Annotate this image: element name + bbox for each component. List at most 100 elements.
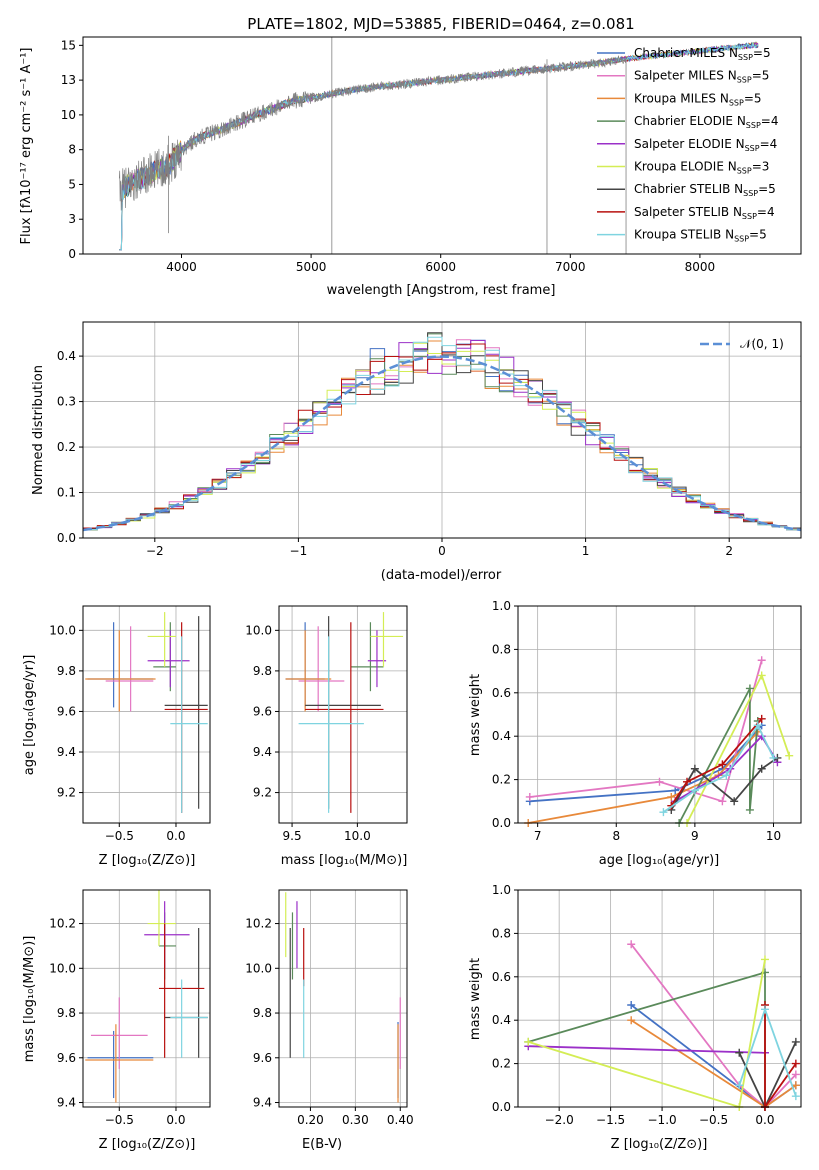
y-tick-label: 0.8: [492, 926, 511, 940]
y-tick-label: 9.4: [253, 745, 272, 759]
massweight-marker: [791, 1059, 800, 1068]
massweight-marker: [690, 764, 699, 773]
legend-entry: Kroupa ELODIE NSSP=3: [634, 160, 769, 176]
massweight-vs-metallicity-panel: −2.0 −1.5 −1.0 −0.5 0.0 0.0 0.2 0.4 0.6 0.8 1.0: [492, 883, 802, 1127]
y-tick-label: 9.2: [253, 786, 272, 800]
massweight-marker: [791, 1081, 800, 1090]
x-tick-label: 0.20: [297, 1113, 324, 1127]
y-tick-label: 9.8: [253, 664, 272, 678]
massweight-marker: [730, 797, 739, 806]
spectrum-panel: 4000 5000 6000 7000 8000 0 3 5 8 10 13 15 Chabrier M…: [61, 36, 802, 274]
massweight-marker: [524, 1037, 533, 1046]
massweight-marker: [722, 771, 731, 780]
massE-xlabel: E(B-V): [302, 1137, 342, 1152]
massweight-marker: [627, 1001, 636, 1010]
y-tick-label: 9.6: [57, 1051, 76, 1065]
y-tick-label: 10.0: [245, 961, 272, 975]
y-tick-label: 15: [61, 38, 76, 52]
massweight-marker: [683, 777, 692, 786]
y-tick-label: 0.1: [57, 486, 76, 500]
y-tick-label: 10.0: [49, 961, 76, 975]
massweight-marker: [757, 671, 766, 680]
x-tick-label: −2: [146, 544, 164, 558]
x-tick-label: −0.5: [105, 829, 134, 843]
axes-frame: [82, 889, 211, 1108]
y-tick-label: 10: [61, 108, 76, 122]
massweight-marker: [659, 808, 668, 817]
x-tick-label: 9.5: [283, 829, 302, 843]
legend-entry: Kroupa MILES NSSP=5: [634, 91, 762, 107]
y-tick-label: 0.4: [57, 349, 76, 363]
axes-frame: [278, 605, 408, 824]
massweight-marker: [735, 1048, 744, 1057]
legend-entry: Chabrier MILES NSSP=5: [634, 46, 771, 62]
x-tick-label: 6000: [425, 260, 456, 274]
spectrum-xlabel: wavelength [Angstrom, rest frame]: [327, 283, 556, 298]
histogram-xlabel: (data-model)/error: [381, 568, 502, 583]
ageZ-xlabel: Z [log₁₀(Z/Z⊙)]: [99, 853, 196, 868]
x-tick-label: 0.0: [166, 829, 185, 843]
y-tick-label: 1.0: [492, 883, 511, 897]
y-tick-label: 0.4: [492, 1013, 511, 1027]
massweight-marker: [757, 656, 766, 665]
y-tick-label: 9.6: [253, 704, 272, 718]
legend-entry: Chabrier STELIB NSSP=5: [634, 182, 776, 198]
legend-entry: Salpeter MILES NSSP=5: [634, 69, 769, 85]
y-tick-label: 3: [68, 212, 76, 226]
massweight-marker: [753, 721, 762, 730]
massweight-line: [528, 971, 766, 1107]
massweight-marker: [718, 760, 727, 769]
x-tick-label: −0.5: [699, 1113, 728, 1127]
axes-frame: [517, 605, 802, 824]
x-tick-label: −2.0: [545, 1113, 574, 1127]
mass-vs-ebv-panel: 0.20 0.30 0.40 9.4 9.6 9.8 10.0 10.2: [245, 889, 414, 1127]
x-tick-label: −1.0: [648, 1113, 677, 1127]
y-tick-label: 8: [68, 143, 76, 157]
y-tick-label: 0: [68, 247, 76, 261]
mwZ-xlabel: Z [log₁₀(Z/Z⊙)]: [611, 1137, 708, 1152]
massweight-marker: [760, 1005, 769, 1014]
y-tick-label: 10.2: [245, 917, 272, 931]
x-tick-label: 7: [534, 829, 542, 843]
x-tick-label: 0.30: [342, 1113, 369, 1127]
massweight-marker: [525, 792, 534, 801]
y-tick-label: 9.8: [57, 1006, 76, 1020]
x-tick-label: −1.5: [596, 1113, 625, 1127]
massweight-marker: [791, 1070, 800, 1079]
y-tick-label: 0.0: [492, 1100, 511, 1114]
y-tick-label: 9.8: [253, 1006, 272, 1020]
y-tick-label: 9.4: [253, 1096, 272, 1110]
massweight-line: [529, 724, 763, 803]
y-tick-label: 0.3: [57, 395, 76, 409]
legend-entry: Chabrier ELODIE NSSP=4: [634, 114, 778, 130]
spectrum-title: PLATE=1802, MJD=53885, FIBERID=0464, z=0…: [247, 15, 634, 33]
y-tick-label: 10.0: [49, 623, 76, 637]
legend-entry: Salpeter STELIB NSSP=4: [634, 205, 775, 221]
x-tick-label: −1: [290, 544, 308, 558]
y-tick-label: 9.4: [57, 1096, 76, 1110]
mwAge-ylabel: mass weight: [468, 674, 483, 756]
x-tick-label: 10.0: [344, 829, 371, 843]
ageZ-ylabel: age [log₁₀(age/yr)]: [22, 655, 37, 776]
y-tick-label: 0.2: [492, 1057, 511, 1071]
x-tick-label: 0.0: [755, 1113, 774, 1127]
histogram-ylabel: Normed distribution: [31, 365, 46, 495]
massweight-marker: [667, 792, 676, 801]
massweight-vs-age-panel: 7 8 9 10 0.0 0.2 0.4 0.6 0.8 1.0: [492, 599, 802, 843]
y-tick-label: 9.8: [57, 664, 76, 678]
observed-spectrum-line: [118, 55, 627, 211]
massweight-marker: [760, 955, 769, 964]
massweight-line: [528, 1045, 766, 1054]
x-tick-label: 8: [612, 829, 620, 843]
axes-frame: [82, 605, 211, 824]
y-tick-label: 9.4: [57, 745, 76, 759]
x-tick-label: 7000: [555, 260, 586, 274]
y-tick-label: 10.0: [245, 623, 272, 637]
x-tick-label: 0.40: [387, 1113, 414, 1127]
age-vs-mass-panel: 9.5 10.0 9.2 9.4 9.6 9.8 10.0: [245, 605, 408, 843]
axes-frame: [278, 889, 408, 1108]
legend-entry: Kroupa STELIB NSSP=5: [634, 228, 767, 244]
x-tick-label: 4000: [166, 260, 197, 274]
histogram-legend-label: 𝒩(0, 1): [740, 337, 784, 351]
y-tick-label: 0.0: [492, 816, 511, 830]
